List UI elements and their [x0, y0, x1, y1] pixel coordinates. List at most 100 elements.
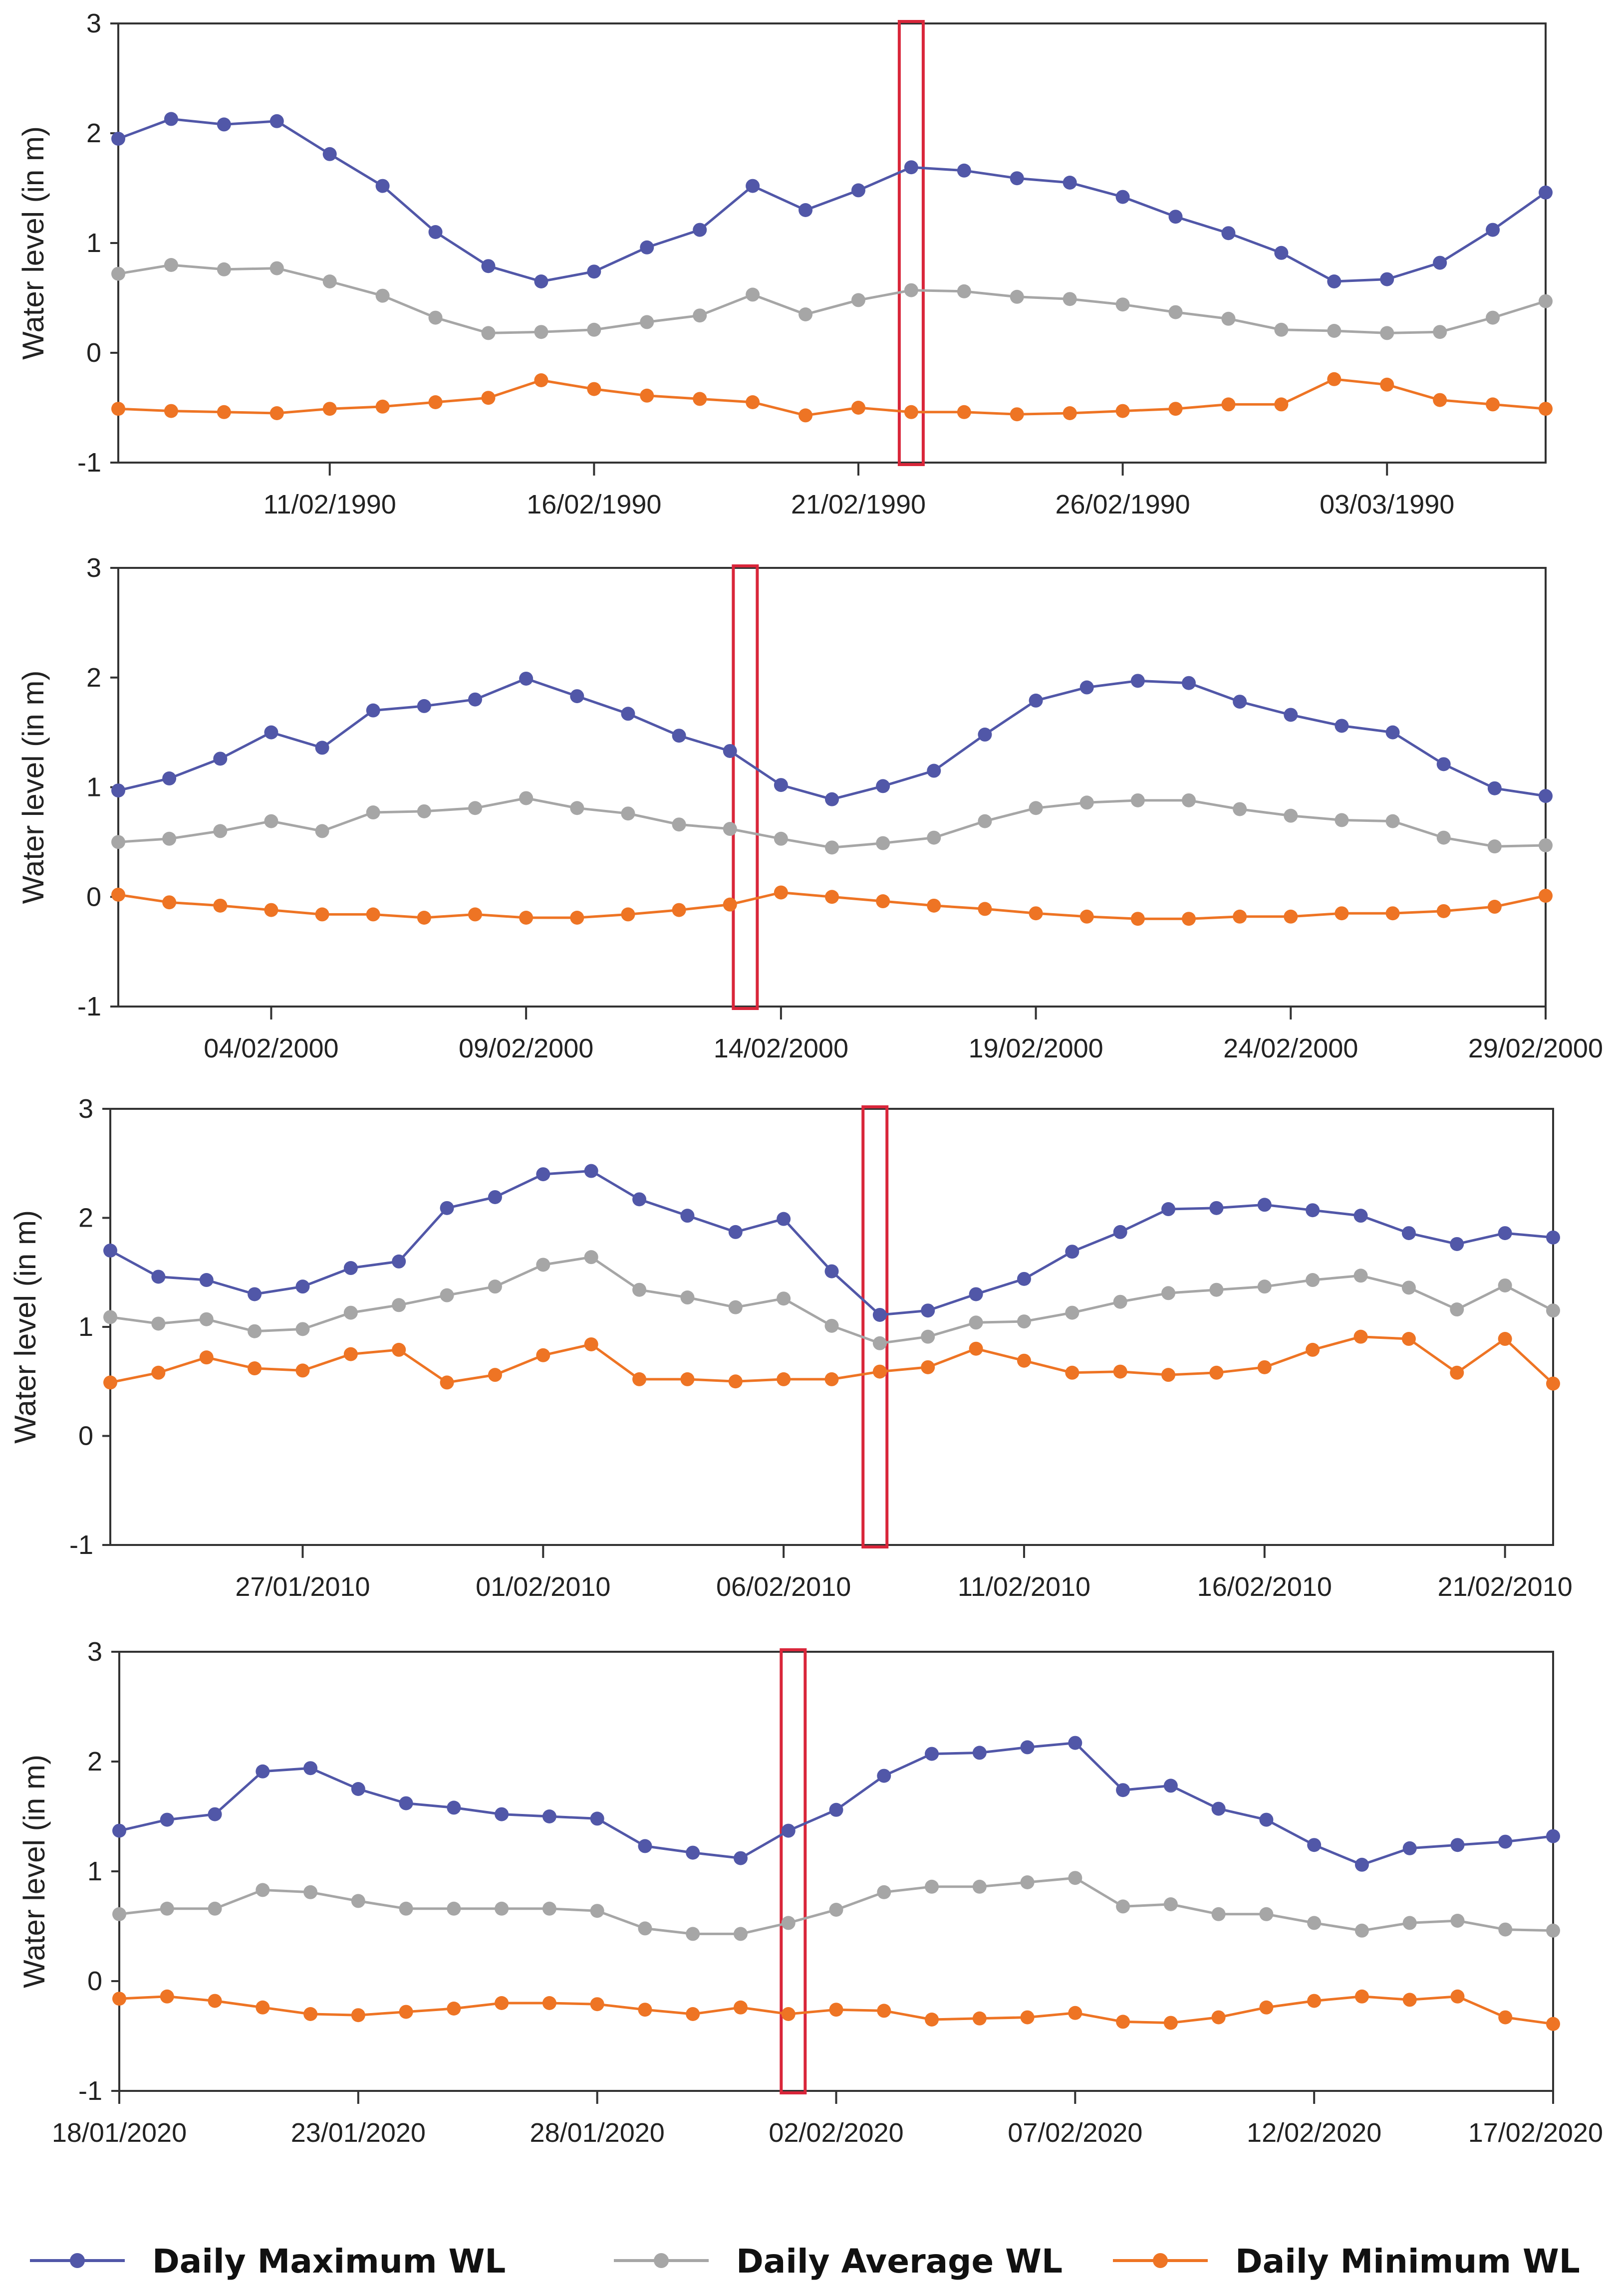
- data-point-avg: [584, 1250, 598, 1265]
- data-point-avg: [1182, 793, 1196, 807]
- data-point-max: [799, 203, 813, 217]
- data-point-max: [1335, 719, 1349, 733]
- data-point-min: [392, 1342, 406, 1357]
- data-point-min: [488, 1368, 502, 1382]
- x-tick-label: 07/02/2020: [1008, 2118, 1142, 2148]
- data-point-max: [877, 1769, 891, 1783]
- y-tick-label: 2: [86, 118, 101, 148]
- data-point-max: [111, 132, 125, 146]
- data-point-max: [1257, 1198, 1272, 1212]
- data-point-max: [392, 1254, 406, 1269]
- data-point-min: [693, 392, 707, 406]
- data-point-min: [723, 897, 737, 912]
- data-point-avg: [1450, 1302, 1464, 1317]
- data-point-max: [1209, 1201, 1224, 1215]
- data-point-avg: [1068, 1871, 1082, 1885]
- y-axis-label: Water level (in m): [8, 1210, 42, 1444]
- data-point-min: [447, 2002, 461, 2016]
- data-point-min: [1221, 397, 1236, 412]
- data-point-min: [584, 1337, 598, 1351]
- y-tick-label: 2: [86, 663, 101, 693]
- data-point-min: [1307, 1994, 1322, 2008]
- data-point-min: [315, 907, 329, 922]
- data-point-avg: [904, 283, 918, 297]
- x-tick-label: 28/01/2020: [530, 2118, 665, 2148]
- data-point-max: [1498, 1834, 1513, 1849]
- series-min: [111, 372, 1553, 423]
- data-point-max: [1450, 1838, 1465, 1852]
- data-point-min: [1354, 1989, 1369, 2004]
- series-line-avg: [118, 263, 1546, 334]
- data-point-avg: [774, 831, 788, 846]
- data-point-min: [1161, 1368, 1176, 1382]
- data-point-max: [256, 1764, 270, 1779]
- data-point-min: [399, 2005, 413, 2019]
- data-point-min: [1353, 1329, 1368, 1344]
- data-point-avg: [428, 310, 443, 325]
- data-point-avg: [217, 262, 231, 276]
- data-point-min: [686, 2007, 700, 2021]
- data-point-avg: [343, 1305, 358, 1320]
- data-point-avg: [295, 1322, 310, 1336]
- data-point-min: [1335, 906, 1349, 921]
- data-point-avg: [208, 1901, 222, 1916]
- data-point-max: [519, 671, 534, 686]
- data-point-min: [366, 907, 380, 922]
- legend-label: Daily Maximum WL: [152, 2242, 506, 2281]
- data-point-max: [1385, 725, 1400, 740]
- legend-item-min: Daily Minimum WL: [1113, 2242, 1580, 2281]
- y-tick-label: 0: [78, 1421, 93, 1451]
- data-point-avg: [1257, 1279, 1272, 1294]
- x-tick-label: 01/02/2010: [476, 1572, 610, 1602]
- data-point-max: [1020, 1740, 1035, 1755]
- data-point-avg: [921, 1329, 935, 1344]
- data-point-max: [904, 160, 918, 175]
- data-point-avg: [1433, 325, 1447, 339]
- data-point-max: [1221, 226, 1236, 241]
- x-tick-label: 14/02/2000: [714, 1033, 848, 1063]
- data-point-min: [851, 401, 865, 415]
- data-point-max: [1539, 185, 1553, 200]
- data-point-min: [799, 408, 813, 423]
- data-point-avg: [447, 1901, 461, 1916]
- data-point-max: [1354, 1857, 1369, 1872]
- data-point-max: [1401, 1226, 1416, 1241]
- data-point-max: [488, 1190, 502, 1204]
- y-tick-label: 2: [78, 1203, 93, 1233]
- data-point-avg: [1017, 1314, 1031, 1329]
- data-point-min: [440, 1375, 454, 1390]
- data-point-max: [248, 1287, 262, 1301]
- data-point-avg: [440, 1288, 454, 1302]
- data-point-avg: [199, 1312, 214, 1326]
- data-point-avg: [542, 1901, 556, 1916]
- data-point-min: [590, 1997, 604, 2012]
- data-point-max: [825, 792, 839, 806]
- data-point-max: [1546, 1829, 1560, 1843]
- data-point-max: [481, 259, 496, 273]
- x-tick-label: 18/01/2020: [52, 2118, 187, 2148]
- data-point-min: [1546, 2017, 1560, 2031]
- data-point-max: [162, 771, 177, 785]
- data-point-min: [774, 885, 788, 900]
- data-point-min: [1306, 1342, 1320, 1357]
- chart-panel-4: 3 2 1 0 -1 Water level (in m) 18/01/2020 23/01/…: [17, 1637, 1603, 2148]
- data-point-min: [672, 903, 686, 917]
- data-point-max: [1284, 708, 1298, 722]
- data-point-avg: [1487, 839, 1502, 854]
- data-point-max: [672, 729, 686, 743]
- data-point-max: [1182, 676, 1196, 690]
- data-point-max: [824, 1264, 839, 1278]
- data-point-min: [269, 406, 284, 420]
- data-point-max: [315, 741, 329, 755]
- data-point-max: [1010, 171, 1024, 186]
- y-tick-label: 2: [87, 1747, 102, 1777]
- data-point-min: [925, 2013, 939, 2027]
- data-point-max: [1402, 1841, 1417, 1855]
- data-point-min: [640, 388, 654, 403]
- data-point-avg: [672, 817, 686, 832]
- data-point-min: [151, 1365, 166, 1380]
- data-point-min: [872, 1364, 887, 1379]
- data-point-max: [587, 264, 601, 279]
- x-tick-label: 19/02/2000: [968, 1033, 1103, 1063]
- data-point-max: [264, 725, 278, 740]
